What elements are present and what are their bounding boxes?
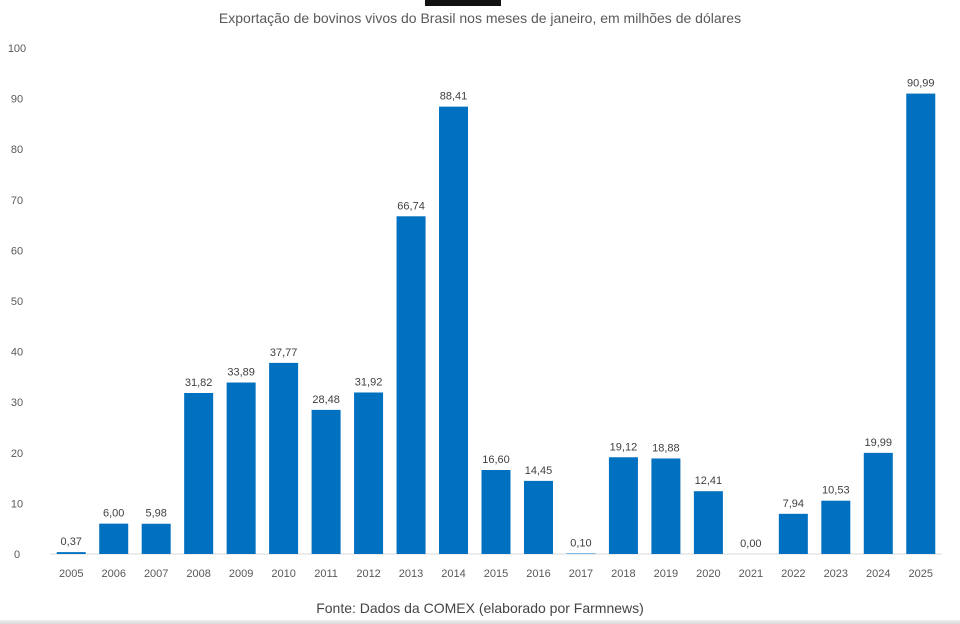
data-label: 31,92 bbox=[355, 376, 383, 388]
data-label: 14,45 bbox=[525, 465, 553, 477]
y-tick-label: 50 bbox=[11, 296, 23, 308]
data-label: 19,12 bbox=[610, 441, 638, 453]
bar bbox=[523, 480, 553, 554]
x-tick-label: 2012 bbox=[356, 568, 380, 580]
data-label: 37,77 bbox=[270, 347, 298, 359]
bar bbox=[906, 93, 936, 554]
bar bbox=[863, 452, 893, 554]
x-tick-label: 2009 bbox=[229, 568, 253, 580]
y-tick-label: 100 bbox=[8, 43, 26, 55]
x-tick-label: 2019 bbox=[654, 568, 678, 580]
y-tick-label: 30 bbox=[11, 397, 23, 409]
data-label: 10,53 bbox=[822, 485, 850, 497]
bar bbox=[99, 523, 129, 554]
data-label: 19,99 bbox=[865, 437, 893, 449]
bar bbox=[269, 362, 299, 554]
bar bbox=[439, 106, 469, 555]
x-tick-label: 2010 bbox=[271, 568, 295, 580]
bar bbox=[311, 409, 341, 554]
bar bbox=[481, 470, 511, 554]
x-tick-label: 2017 bbox=[569, 568, 593, 580]
x-tick-label: 2013 bbox=[399, 568, 423, 580]
x-tick-label: 2018 bbox=[611, 568, 635, 580]
data-label: 12,41 bbox=[695, 475, 723, 487]
y-tick-label: 10 bbox=[11, 498, 23, 510]
y-tick-label: 0 bbox=[14, 549, 20, 561]
bar bbox=[396, 216, 426, 554]
data-label: 7,94 bbox=[783, 498, 804, 510]
chart-title: Exportação de bovinos vivos do Brasil no… bbox=[218, 10, 742, 26]
source-note: Fonte: Dados da COMEX (elaborado por Far… bbox=[316, 600, 644, 616]
x-tick-label: 2024 bbox=[866, 568, 890, 580]
x-tick-label: 2015 bbox=[484, 568, 508, 580]
bar bbox=[141, 523, 171, 554]
x-tick-label: 2023 bbox=[824, 568, 848, 580]
bar-chart: 0 10 20 30 40 50 60 70 80 90 100 0,37 2005 6,00 2006 5,… bbox=[8, 43, 942, 580]
y-tick-label: 20 bbox=[11, 448, 23, 460]
x-tick-label: 2016 bbox=[526, 568, 550, 580]
bar bbox=[56, 552, 86, 554]
bar bbox=[651, 458, 681, 554]
data-label: 5,98 bbox=[145, 508, 166, 520]
x-tick-label: 2005 bbox=[59, 568, 83, 580]
x-tick-label: 2011 bbox=[314, 568, 338, 580]
bottom-edge bbox=[0, 620, 960, 624]
bar bbox=[608, 457, 638, 554]
data-label: 0,10 bbox=[570, 537, 591, 549]
x-tick-label: 2025 bbox=[909, 568, 933, 580]
bar bbox=[184, 392, 214, 554]
x-tick-label: 2022 bbox=[781, 568, 805, 580]
data-label: 6,00 bbox=[103, 508, 124, 520]
x-tick-label: 2021 bbox=[739, 568, 763, 580]
x-tick-label: 2020 bbox=[696, 568, 720, 580]
top-black-bar bbox=[425, 0, 501, 6]
y-tick-label: 70 bbox=[11, 195, 23, 207]
data-label: 0,00 bbox=[740, 538, 761, 550]
y-tick-label: 80 bbox=[11, 144, 23, 156]
x-tick-label: 2014 bbox=[441, 568, 465, 580]
x-tick-label: 2008 bbox=[186, 568, 210, 580]
bar bbox=[226, 382, 256, 554]
data-label: 16,60 bbox=[482, 454, 510, 466]
x-tick-label: 2007 bbox=[144, 568, 168, 580]
y-tick-label: 60 bbox=[11, 245, 23, 257]
bar bbox=[354, 392, 384, 554]
bar bbox=[778, 513, 808, 554]
y-tick-label: 90 bbox=[11, 94, 23, 106]
bar bbox=[693, 491, 723, 554]
bar bbox=[821, 500, 851, 554]
x-tick-label: 2006 bbox=[101, 568, 125, 580]
data-label: 28,48 bbox=[312, 394, 340, 406]
data-label: 31,82 bbox=[185, 377, 213, 389]
data-label: 90,99 bbox=[907, 78, 935, 90]
data-label: 0,37 bbox=[61, 536, 82, 548]
data-label: 88,41 bbox=[440, 91, 468, 103]
data-label: 18,88 bbox=[652, 442, 680, 454]
y-tick-label: 40 bbox=[11, 347, 23, 359]
data-label: 66,74 bbox=[397, 200, 425, 212]
data-label: 33,89 bbox=[227, 367, 255, 379]
bar bbox=[566, 553, 596, 554]
